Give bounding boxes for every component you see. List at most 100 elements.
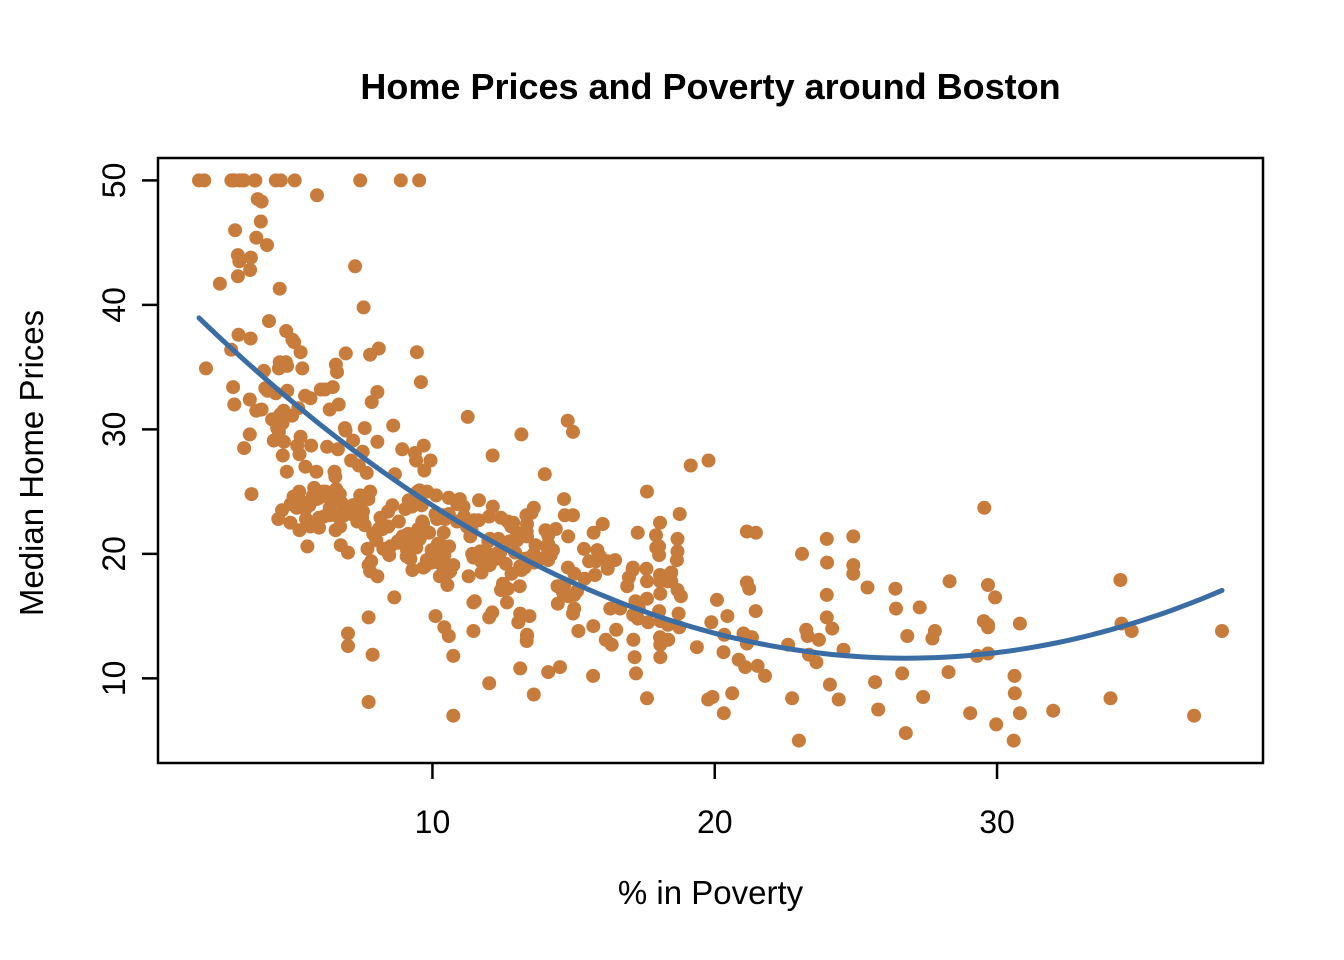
data-point — [466, 595, 481, 610]
data-point — [748, 604, 763, 619]
data-point — [800, 629, 815, 643]
data-point — [653, 650, 668, 665]
data-point — [212, 276, 227, 291]
data-point — [725, 686, 740, 701]
data-point — [1007, 668, 1022, 683]
data-point — [279, 324, 294, 338]
data-point — [386, 418, 401, 433]
data-point — [292, 523, 307, 538]
y-tick-label: 50 — [96, 163, 132, 199]
data-point — [243, 331, 258, 346]
data-point — [293, 345, 308, 360]
data-point — [785, 691, 800, 706]
data-point — [485, 448, 500, 463]
data-point — [440, 578, 455, 592]
data-point — [500, 581, 515, 596]
data-point — [395, 442, 410, 457]
data-point — [556, 586, 571, 601]
data-point — [260, 238, 274, 253]
data-point — [846, 529, 861, 544]
data-point — [981, 620, 995, 635]
chart-title: Home Prices and Poverty around Boston — [360, 66, 1061, 107]
data-point — [750, 658, 765, 673]
data-point — [249, 230, 264, 245]
data-point — [520, 627, 534, 642]
data-point — [1007, 686, 1022, 701]
data-point — [640, 574, 654, 589]
data-point — [360, 541, 375, 556]
data-point — [586, 668, 601, 683]
data-point — [701, 453, 716, 468]
data-point — [831, 692, 846, 707]
trend-line — [196, 315, 1225, 661]
data-point — [916, 690, 931, 704]
data-point — [1113, 573, 1128, 587]
y-axis-title: Median Home Prices — [13, 309, 50, 617]
data-point — [371, 341, 386, 356]
data-point — [482, 509, 497, 524]
data-point — [912, 600, 927, 615]
data-point — [242, 427, 257, 442]
data-point — [302, 498, 317, 513]
data-point — [254, 194, 269, 209]
data-point — [413, 375, 428, 390]
data-point — [230, 269, 245, 284]
data-point — [232, 254, 247, 269]
data-point — [416, 438, 431, 453]
data-point — [370, 434, 385, 449]
x-tick-label: 10 — [415, 804, 451, 840]
y-tick-label: 10 — [96, 661, 132, 697]
data-point — [1187, 708, 1202, 723]
data-point — [630, 525, 645, 540]
data-point — [898, 726, 913, 741]
data-point — [595, 517, 610, 531]
data-point — [500, 514, 515, 529]
data-point — [276, 434, 291, 449]
data-point — [941, 665, 956, 680]
data-point — [871, 702, 886, 717]
data-point — [474, 565, 489, 580]
data-point — [791, 733, 806, 748]
data-point — [600, 561, 615, 576]
data-point — [561, 529, 576, 544]
data-point — [649, 528, 663, 543]
data-point — [227, 397, 242, 412]
data-point — [341, 545, 355, 560]
data-point — [567, 587, 582, 602]
data-point — [399, 549, 414, 564]
data-point — [989, 717, 1004, 732]
data-point — [399, 539, 414, 554]
data-point — [604, 637, 619, 652]
data-point — [526, 687, 541, 702]
data-point — [472, 493, 486, 508]
data-point — [348, 259, 363, 274]
y-tick-label: 20 — [96, 536, 132, 572]
data-point — [1124, 624, 1139, 638]
data-point — [243, 263, 258, 277]
data-point — [482, 610, 497, 625]
data-point — [795, 546, 809, 561]
data-point — [273, 407, 288, 422]
data-point — [312, 510, 326, 525]
data-point — [653, 515, 667, 530]
data-point — [670, 544, 685, 559]
data-point — [303, 519, 318, 534]
data-point — [710, 592, 724, 607]
data-point — [338, 346, 353, 361]
data-point — [346, 433, 361, 448]
data-point — [538, 523, 553, 538]
data-point — [639, 561, 654, 576]
plot-box — [156, 156, 1265, 765]
data-point — [344, 453, 359, 468]
data-point — [671, 606, 686, 621]
data-point — [577, 541, 591, 556]
data-point — [500, 595, 514, 610]
data-point — [416, 517, 431, 531]
y-tick-label: 30 — [96, 412, 132, 448]
data-point — [627, 650, 642, 665]
data-point — [310, 188, 324, 203]
data-point — [603, 601, 618, 616]
data-point — [356, 300, 371, 315]
